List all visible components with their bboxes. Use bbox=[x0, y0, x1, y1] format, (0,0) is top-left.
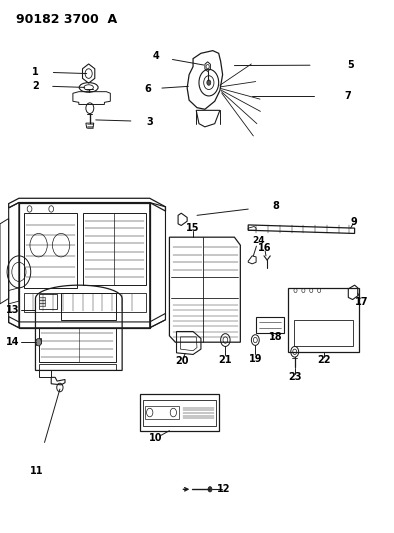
Text: 20: 20 bbox=[175, 357, 189, 366]
Circle shape bbox=[207, 80, 211, 85]
Text: 3: 3 bbox=[146, 117, 153, 126]
Text: 7: 7 bbox=[344, 91, 351, 101]
Text: 10: 10 bbox=[149, 433, 163, 443]
Text: 5: 5 bbox=[347, 60, 354, 70]
Text: 16: 16 bbox=[258, 244, 271, 253]
Text: 8: 8 bbox=[272, 201, 279, 211]
Text: 15: 15 bbox=[186, 223, 200, 233]
Polygon shape bbox=[39, 303, 45, 306]
Circle shape bbox=[36, 338, 41, 346]
Circle shape bbox=[208, 487, 212, 492]
Polygon shape bbox=[39, 300, 45, 303]
Text: 2: 2 bbox=[32, 81, 39, 91]
Text: 14: 14 bbox=[6, 337, 19, 347]
Text: 17: 17 bbox=[355, 297, 368, 306]
Text: 24: 24 bbox=[252, 237, 264, 245]
Text: 12: 12 bbox=[217, 484, 230, 494]
Text: 18: 18 bbox=[269, 332, 282, 342]
Text: 6: 6 bbox=[144, 84, 151, 94]
Text: 21: 21 bbox=[219, 356, 232, 365]
Polygon shape bbox=[39, 297, 45, 300]
Text: 22: 22 bbox=[317, 355, 331, 365]
Text: 23: 23 bbox=[288, 373, 301, 382]
Text: 19: 19 bbox=[249, 354, 262, 364]
Text: 13: 13 bbox=[6, 305, 19, 315]
Text: 11: 11 bbox=[30, 466, 43, 476]
Text: 9: 9 bbox=[350, 217, 357, 227]
Text: 1: 1 bbox=[32, 67, 39, 77]
Text: 90182 3700  A: 90182 3700 A bbox=[16, 13, 117, 26]
Text: 4: 4 bbox=[152, 52, 159, 61]
